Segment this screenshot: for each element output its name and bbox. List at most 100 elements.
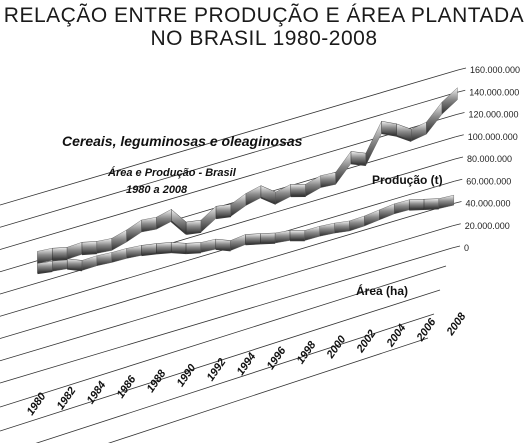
area-series-point: [364, 209, 380, 227]
area-series-edge: [260, 242, 276, 245]
x-tick-label: 1986: [115, 373, 139, 401]
x-tick-label: 2002: [354, 328, 378, 356]
production-series-point: [37, 247, 53, 264]
floor-line: [0, 265, 447, 408]
annotation-sub-1: Área e Produção - Brasil: [107, 166, 237, 179]
area-series-edge: [156, 251, 172, 255]
gridline-tick: [455, 134, 464, 138]
production-series-point: [335, 150, 352, 185]
production-series: [37, 87, 458, 264]
area-series-edge: [424, 207, 439, 211]
x-tick-label: 2006: [414, 316, 439, 344]
area-series-point: [260, 232, 276, 244]
area-series-point: [185, 242, 202, 254]
production-series-point: [411, 121, 427, 142]
area-series-edge: [245, 242, 261, 246]
x-tick-label: 2000: [324, 333, 349, 361]
area-series-point: [111, 248, 127, 263]
y-tick-label: 120.000.000: [469, 110, 519, 120]
area-series-edge: [37, 270, 53, 275]
x-tick-label: 1992: [205, 356, 229, 383]
gridline: [0, 91, 458, 228]
area-series-point: [126, 245, 142, 259]
area-series-edge: [215, 248, 231, 252]
area-series-point: [379, 203, 395, 221]
production-series-point: [171, 208, 187, 235]
area-series-edge: [141, 252, 157, 257]
production-series-edge: [170, 220, 187, 235]
gridline-tick: [454, 178, 463, 182]
production-series-point: [141, 216, 157, 233]
area-series-edge: [409, 208, 425, 211]
production-series-point: [320, 172, 336, 188]
area-series-point: [171, 242, 187, 254]
floor-line: [0, 289, 441, 432]
y-tick-label: 0: [464, 243, 469, 253]
gridline-tick: [456, 112, 465, 115]
y-tick-label: 160.000.000: [470, 65, 520, 75]
y-tick-label: 20.000.000: [465, 221, 510, 231]
production-series-point: [275, 184, 291, 205]
grid-layer: 0 20.000.000 40.000.000 60.000.000 80.000.00…: [0, 65, 520, 443]
y-tick-label: 60.000.000: [466, 176, 511, 186]
production-series-point: [441, 87, 458, 115]
area-series-point: [304, 225, 320, 241]
production-series-edge: [52, 258, 68, 262]
production-series-point: [245, 185, 262, 206]
production-series-edge: [215, 215, 232, 220]
area-series-edge: [67, 267, 83, 272]
x-tick-label: 1982: [55, 385, 79, 412]
y-tick-label: 140.000.000: [469, 87, 519, 97]
x-tick-label: 1988: [145, 367, 169, 395]
area-series-point: [394, 199, 410, 215]
floor-line: [35, 313, 435, 443]
x-tick-label: 1984: [85, 379, 109, 406]
production-series-point: [96, 238, 112, 254]
area-series-point: [274, 230, 291, 244]
area-series: [37, 194, 454, 275]
production-series-edge: [381, 132, 397, 137]
production-series-point: [81, 241, 98, 255]
annotation-main: Cereais, leguminosas e oleaginosas: [62, 133, 303, 149]
area-series-point: [334, 220, 350, 234]
area-series-point: [423, 198, 440, 210]
gridline-tick: [452, 223, 461, 227]
y-tick-label: 100.000.000: [468, 132, 518, 142]
gridline-tick: [453, 201, 462, 204]
gridline: [0, 203, 454, 339]
area-series-point: [96, 252, 112, 266]
production-series-point: [66, 241, 83, 260]
gridline: [0, 247, 453, 384]
production-series-point: [290, 184, 306, 197]
gridline: [0, 225, 453, 362]
production-series-edge: [81, 252, 97, 256]
y-tick-label: 80.000.000: [467, 154, 512, 164]
annotation-sub-2: 1980 a 2008: [126, 184, 188, 196]
y-tick-label: 40.000.000: [466, 199, 511, 209]
chart-title-line-1: RELAÇÃO ENTRE PRODUÇÃO E ÁREA PLANTADA: [3, 4, 525, 27]
area-series-label: Área (ha): [356, 283, 408, 298]
gridline-tick: [454, 156, 464, 160]
production-series-point: [126, 219, 142, 243]
area-series-point: [200, 238, 216, 253]
x-tick-label: 1980: [25, 390, 49, 418]
area-series-edge: [171, 251, 187, 255]
area-series-point: [438, 194, 454, 209]
production-series-point: [52, 247, 68, 261]
production-series-edge: [350, 162, 366, 166]
x-tick-label: 1990: [175, 361, 199, 389]
area-series-edge: [186, 251, 201, 255]
gridline: [0, 69, 459, 206]
production-series-edge: [260, 196, 277, 205]
gridline: [0, 158, 456, 295]
gridline-tick: [457, 67, 467, 71]
production-series-point: [111, 229, 127, 251]
floor-line: [107, 337, 429, 443]
production-series-edge: [186, 231, 202, 235]
area-series-point: [81, 255, 98, 271]
gridline: [0, 114, 457, 250]
production-series-point: [365, 121, 382, 166]
area-series-point: [349, 215, 365, 232]
x-tick-label: 1996: [265, 344, 289, 372]
